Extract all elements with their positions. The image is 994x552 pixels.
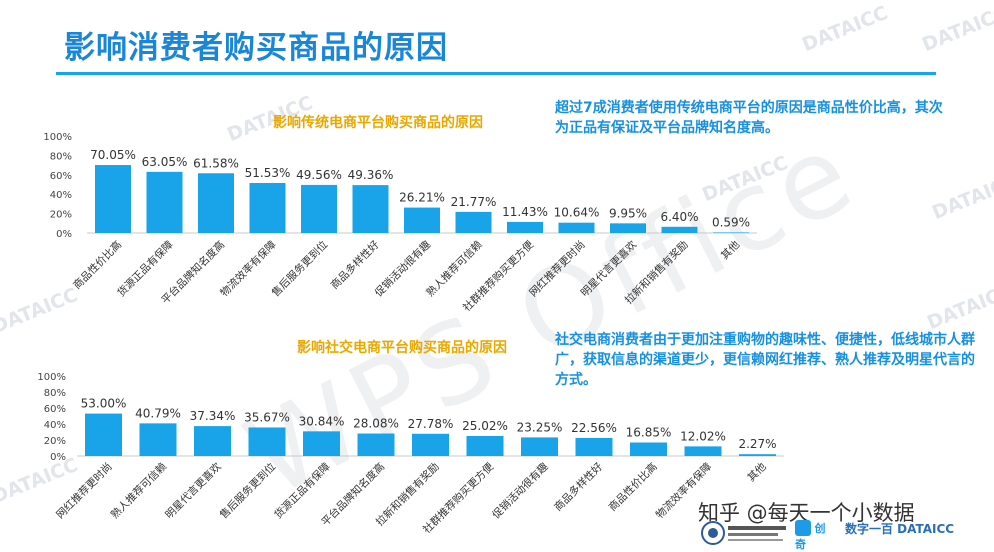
- chart2-ytick-label: 60%: [44, 404, 66, 415]
- footer-logo-dataicc: 数字一百 DATAICC: [845, 520, 990, 546]
- chart1-ytick-label: 0%: [56, 229, 72, 240]
- brand-watermark-1: DATAICC: [799, 1, 891, 57]
- chart1-ytick-label: 20%: [50, 210, 72, 221]
- chart2-bar: [466, 435, 504, 456]
- chart1-bar: [352, 185, 389, 233]
- chart1-ytick-label: 100%: [43, 132, 72, 143]
- chart1-bar: [455, 211, 492, 233]
- brand-watermark-7: DATAICC: [924, 279, 994, 335]
- chart2-category-label: 社群推荐购买更方便: [420, 460, 496, 536]
- brand-watermark-3: DATAICC: [224, 91, 316, 147]
- chart2-value-label: 53.00%: [81, 397, 127, 411]
- chuangqi-mark-icon: [795, 520, 811, 536]
- chart1-category-label: 商品多样性好: [328, 238, 382, 292]
- chart2-bar: [85, 413, 122, 456]
- brand-watermark-8: DATAICC: [0, 453, 81, 509]
- chart2-category-label: 商品性价比高: [606, 460, 660, 514]
- chart1-category-label: 商品性价比高: [70, 238, 124, 292]
- chart2-category-label: 其他: [745, 460, 769, 484]
- chart2-bar: [575, 437, 613, 456]
- chart1-value-label: 61.58%: [193, 156, 239, 170]
- footer-logo3-label: 数字一百 DATAICC: [845, 522, 955, 536]
- chart1-value-label: 51.53%: [245, 166, 291, 180]
- chart2-category-label: 促销活动很有趣: [490, 460, 552, 522]
- chart2-bar: [139, 423, 177, 456]
- brand-watermark-2: DATAICC: [919, 1, 994, 57]
- org-seal-icon: [701, 521, 786, 545]
- chart2-value-label: 2.27%: [738, 437, 776, 451]
- chart1-bar: [507, 221, 543, 233]
- chart2-note: 社交电商消费者由于更加注重购物的趣味性、便捷性，低线城市人群广，获取信息的渠道更…: [555, 332, 975, 388]
- chart2-bar: [194, 426, 231, 456]
- chart1-bar: [95, 165, 131, 233]
- footer-logo-org: [700, 520, 790, 546]
- chart2-ytick-label: 80%: [44, 388, 66, 399]
- footer-logo-chuangqi: 创奇: [795, 520, 835, 551]
- chart1-value-label: 63.05%: [142, 155, 188, 169]
- chart1-bar: [404, 207, 440, 233]
- chart1-ytick-label: 40%: [50, 190, 72, 201]
- chart1-value-label: 49.56%: [296, 168, 342, 182]
- title-underline: [56, 72, 936, 75]
- chart2-bar: [739, 454, 776, 456]
- page-title: 影响消费者购买商品的原因: [64, 30, 448, 66]
- chart1-bar: [198, 173, 234, 233]
- chart1-bar: [249, 183, 286, 233]
- chart2-value-label: 40.79%: [135, 406, 181, 420]
- chart2-value-label: 23.25%: [517, 420, 563, 434]
- chart1-value-label: 10.64%: [554, 206, 600, 220]
- chart2-category-label: 熟人推荐可信赖: [108, 460, 170, 522]
- chart1-category-label: 物流效率有保障: [218, 238, 280, 300]
- chart1-value-label: 21.77%: [451, 195, 497, 209]
- brand-watermark-4: DATAICC: [929, 169, 994, 225]
- chart2-value-label: 16.85%: [626, 426, 672, 440]
- chart1-value-label: 70.05%: [90, 148, 136, 162]
- footer-logo2-label: 创奇: [795, 522, 826, 551]
- chart2-value-label: 22.56%: [571, 421, 617, 435]
- chart2-category-label: 商品多样性好: [551, 460, 605, 514]
- chart2-ytick-label: 100%: [37, 372, 66, 383]
- chart1-note: 超过7成消费者使用传统电商平台的原因是商品性价比高，其次为正品有保证及平台品牌知…: [555, 100, 943, 136]
- chart1-value-label: 11.43%: [502, 205, 548, 219]
- chart1-ytick-label: 80%: [50, 151, 72, 162]
- chart2-value-label: 12.02%: [680, 429, 726, 443]
- chart2-bar: [630, 442, 667, 456]
- chart1-bar: [146, 171, 183, 233]
- chart2-category-label: 明星代言更喜欢: [163, 460, 225, 522]
- chart1-bar: [301, 184, 337, 233]
- chart1-value-label: 49.36%: [348, 168, 394, 182]
- chart2-ytick-label: 20%: [44, 436, 66, 447]
- chart2-bar: [521, 437, 558, 456]
- chart1-category-label: 平台品牌知名度高: [159, 238, 228, 307]
- chart2-ytick-label: 40%: [44, 420, 66, 431]
- chart1-category-label: 货源正品有保障: [115, 238, 177, 300]
- chart1-value-label: 26.21%: [399, 191, 445, 205]
- chart2-bar: [684, 446, 722, 456]
- chart1-ytick-label: 60%: [50, 171, 72, 182]
- chart1-category-label: 售后服务更到位: [269, 238, 331, 300]
- brand-watermark-6: DATAICC: [0, 283, 81, 339]
- chart1-category-label: 促销活动很有趣: [372, 238, 434, 300]
